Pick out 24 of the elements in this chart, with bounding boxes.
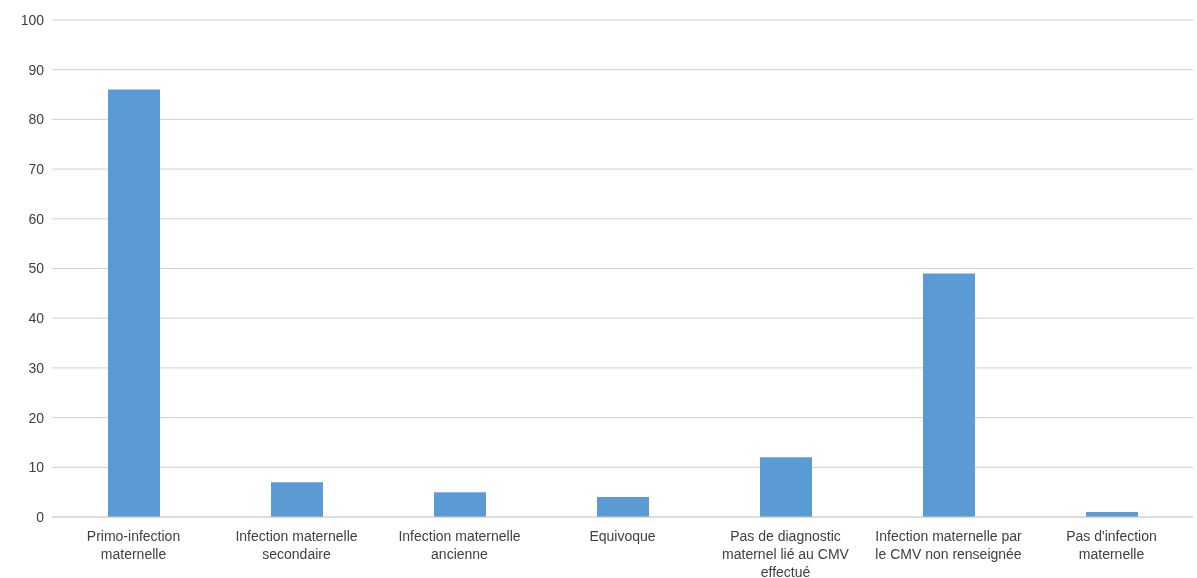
bar — [760, 457, 812, 517]
x-tick-label: Infection maternelle secondaire — [235, 527, 358, 562]
y-tick-label: 90 — [28, 61, 45, 78]
x-tick-label: Pas d'infection maternelle — [1066, 527, 1157, 562]
x-tick-label: Infection maternelle par le CMV non renseignée — [875, 527, 1022, 562]
y-tick-label: 60 — [28, 210, 45, 227]
y-tick-label: 40 — [28, 310, 45, 327]
x-tick-label: Pas de diagnostic maternel lié au CMV effectué — [722, 527, 850, 578]
y-tick-label: 70 — [28, 161, 45, 178]
bar — [597, 497, 649, 517]
y-tick-label: 30 — [28, 359, 45, 376]
x-tick-label: Infection maternelle ancienne — [398, 527, 521, 562]
y-tick-label: 100 — [20, 11, 45, 28]
bar — [923, 273, 975, 517]
y-tick-label: 80 — [28, 111, 45, 128]
y-tick-label: 10 — [28, 459, 45, 476]
bar — [108, 89, 160, 517]
x-tick-label: Equivoque — [589, 527, 656, 544]
x-tick-label: Primo-infection maternelle — [86, 527, 181, 562]
y-tick-label: 50 — [28, 260, 45, 277]
bar — [271, 482, 323, 517]
y-tick-label: 20 — [28, 409, 45, 426]
y-tick-label: 0 — [36, 508, 45, 525]
bar — [434, 492, 486, 517]
